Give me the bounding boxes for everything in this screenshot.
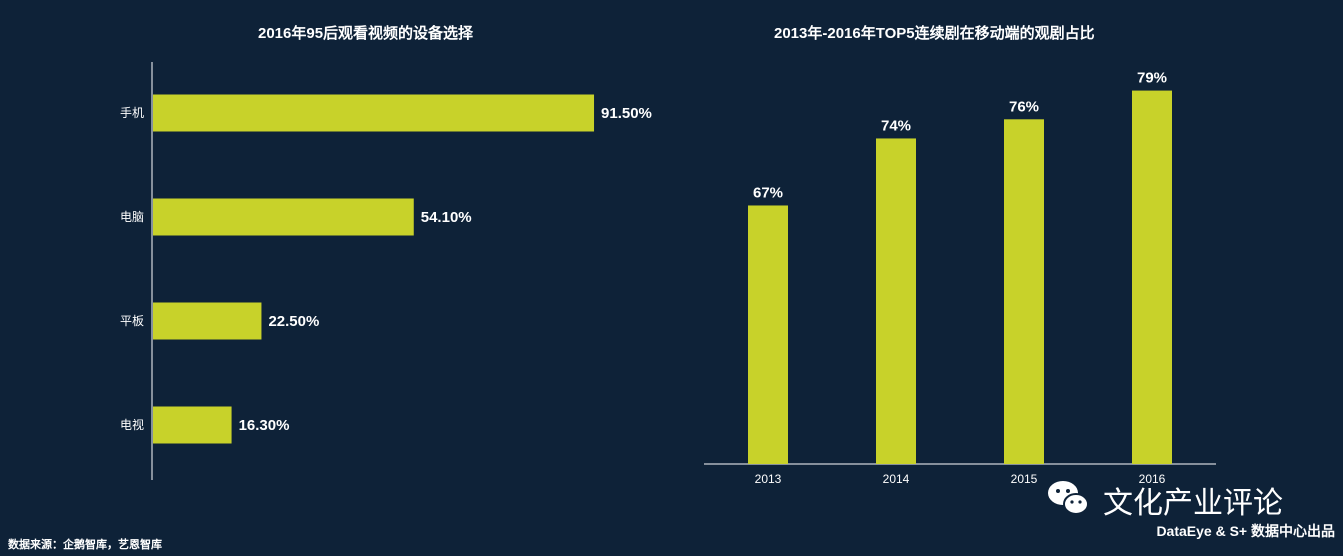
bar-手机 bbox=[153, 94, 595, 132]
tick-label: 2015 bbox=[1011, 472, 1038, 486]
brand-title: 文化产业评论 bbox=[1103, 487, 1283, 520]
category-label: 电视 bbox=[120, 417, 144, 432]
value-label: 16.30% bbox=[239, 417, 290, 434]
value-label: 22.50% bbox=[268, 313, 319, 330]
category-label: 手机 bbox=[120, 106, 144, 120]
data-source-note: 数据来源：企鹅智库，艺恩智库 bbox=[8, 539, 162, 551]
value-label: 54.10% bbox=[421, 209, 472, 226]
bar-2013 bbox=[748, 205, 788, 464]
value-label: 74% bbox=[881, 117, 911, 134]
brand-block: 文化产业评论 DataEye & S+ 数据中心出品 bbox=[1045, 476, 1335, 548]
bar-平板 bbox=[153, 302, 262, 340]
tick-label: 2014 bbox=[883, 472, 910, 486]
wechat-icon bbox=[1048, 481, 1089, 515]
brand-subtitle: DataEye & S+ 数据中心出品 bbox=[1156, 523, 1335, 539]
value-label: 76% bbox=[1009, 98, 1039, 115]
value-label: 79% bbox=[1137, 70, 1167, 87]
category-label: 电脑 bbox=[120, 210, 144, 224]
bar-2015 bbox=[1004, 119, 1044, 465]
bar-电视 bbox=[153, 406, 232, 444]
tick-label: 2013 bbox=[755, 472, 782, 486]
bar-电脑 bbox=[153, 198, 414, 236]
tick-label: 2016 bbox=[1139, 472, 1166, 486]
value-label: 91.50% bbox=[601, 105, 652, 122]
left-chart-title: 2016年95后观看视频的设备选择 bbox=[258, 25, 474, 42]
value-label: 67% bbox=[753, 184, 783, 201]
right-chart-title: 2013年-2016年TOP5连续剧在移动端的观剧占比 bbox=[774, 25, 1095, 42]
bar-2016 bbox=[1132, 90, 1172, 464]
bar-2014 bbox=[876, 138, 916, 464]
device-choice-chart: 手机 91.50% 电脑 54.10% 平板 22.50% 电视 16.30% bbox=[120, 62, 652, 480]
mobile-share-chart: 67% 2013 74% 2014 76% 2015 79% 2016 bbox=[704, 70, 1216, 486]
category-label: 平板 bbox=[120, 314, 144, 328]
